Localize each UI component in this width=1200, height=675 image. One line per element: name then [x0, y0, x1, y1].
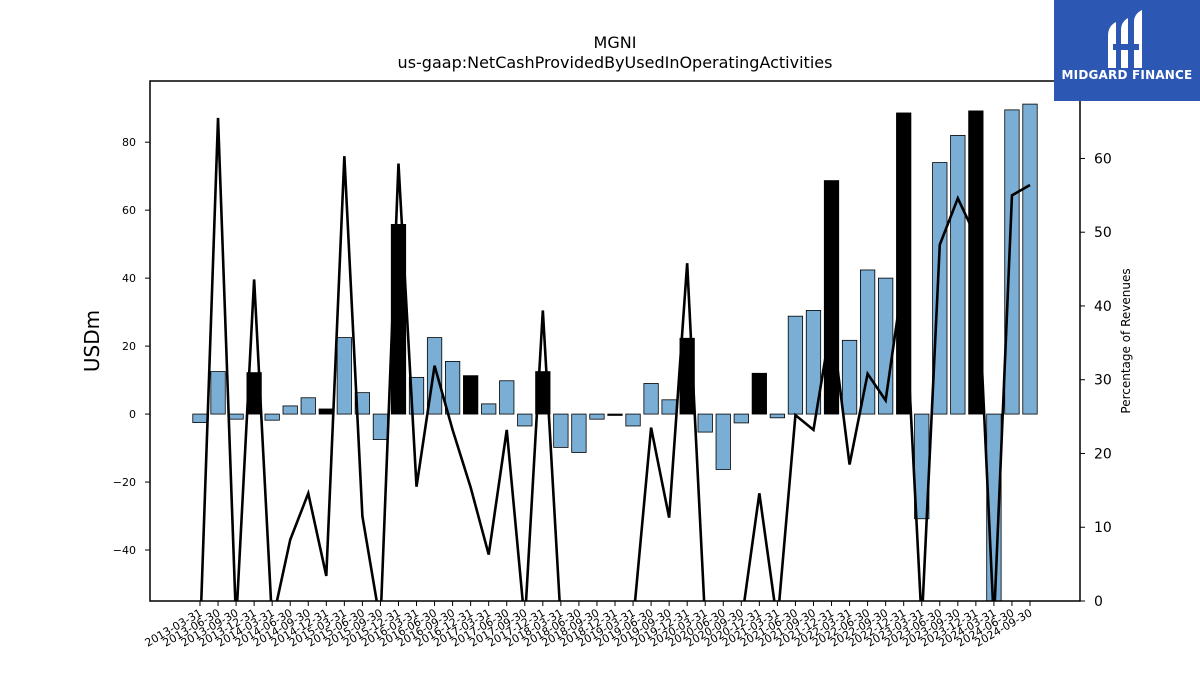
bar-2024-06-30 [1004, 109, 1020, 415]
bar-2017-06-30 [499, 380, 515, 415]
y-tick-label-20: 20 [122, 340, 136, 353]
bar-2023-06-30 [932, 162, 948, 415]
y2-tick-label-0: 0 [1094, 594, 1103, 610]
y2-tick-label-10: 10 [1094, 520, 1112, 536]
logo-mark-icon [1108, 10, 1142, 68]
bar-2021-03-31 [769, 413, 785, 419]
y2-tick-label-20: 20 [1094, 446, 1112, 462]
bar-2018-09-30 [589, 413, 605, 420]
y-tick-label-60: 60 [122, 204, 136, 217]
line-group [199, 117, 1031, 601]
bar-2023-09-30 [950, 134, 966, 415]
y-tick-label-80: 80 [122, 136, 136, 149]
bar-2019-03-31 [625, 413, 641, 427]
brand-name: MIDGARD FINANCE [1061, 68, 1193, 82]
y-tick-label--40: −40 [113, 544, 136, 557]
bars-group [192, 103, 1038, 601]
chart-title: MGNI [594, 33, 637, 52]
bar-2013-09-30 [228, 413, 244, 420]
bar-2014-03-31 [264, 413, 280, 421]
bar-2014-09-30 [300, 397, 316, 415]
bar-2014-12-31 [318, 408, 334, 415]
bar-2024-09-30 [1022, 103, 1038, 415]
series-line [199, 117, 1031, 601]
y-axis-label: USDm [80, 310, 104, 372]
y2-tick-label-50: 50 [1094, 225, 1112, 241]
y-tick-label-40: 40 [122, 272, 136, 285]
bar-2019-06-30 [643, 383, 659, 415]
bar-2021-09-30 [805, 310, 822, 415]
bar-2018-06-30 [571, 413, 587, 453]
y2-tick-label-30: 30 [1094, 373, 1112, 389]
bar-2014-06-30 [282, 405, 298, 415]
bar-2020-03-31 [697, 413, 713, 433]
bar-2013-06-30 [210, 371, 226, 415]
bar-2015-06-30 [354, 392, 371, 415]
bar-2020-06-30 [715, 413, 731, 470]
bar-2016-09-30 [444, 360, 461, 415]
bar-2017-09-30 [517, 413, 533, 427]
bar-2019-09-30 [661, 399, 677, 415]
bar-2022-06-30 [859, 269, 876, 415]
bar-2017-03-31 [481, 403, 497, 415]
bar-2020-12-31 [751, 372, 767, 415]
y-tick-label--20: −20 [113, 476, 136, 489]
bar-2021-06-30 [787, 315, 804, 415]
bar-2018-03-31 [553, 413, 569, 448]
y2-tick-label-40: 40 [1094, 299, 1112, 315]
bar-2018-12-31 [607, 413, 623, 416]
chart-subtitle: us-gaap:NetCashProvidedByUsedInOperating… [398, 53, 833, 72]
bar-2016-12-31 [463, 375, 479, 415]
bar-2015-03-31 [336, 337, 352, 415]
bar-2021-12-31 [823, 180, 840, 415]
bar-2015-09-30 [372, 413, 389, 440]
y-tick-label-0: 0 [129, 408, 136, 421]
brand-logo: MIDGARD FINANCE [1054, 0, 1200, 101]
y2-tick-label-60: 60 [1094, 151, 1112, 167]
bar-2020-09-30 [733, 413, 749, 424]
bar-2022-03-31 [841, 339, 858, 415]
y2-axis-label: Percentage of Revenues [1119, 268, 1133, 413]
bar-2013-03-31 [192, 413, 208, 423]
axes-group: −40−2002040608001020304050602013-03-3120… [113, 80, 1112, 650]
